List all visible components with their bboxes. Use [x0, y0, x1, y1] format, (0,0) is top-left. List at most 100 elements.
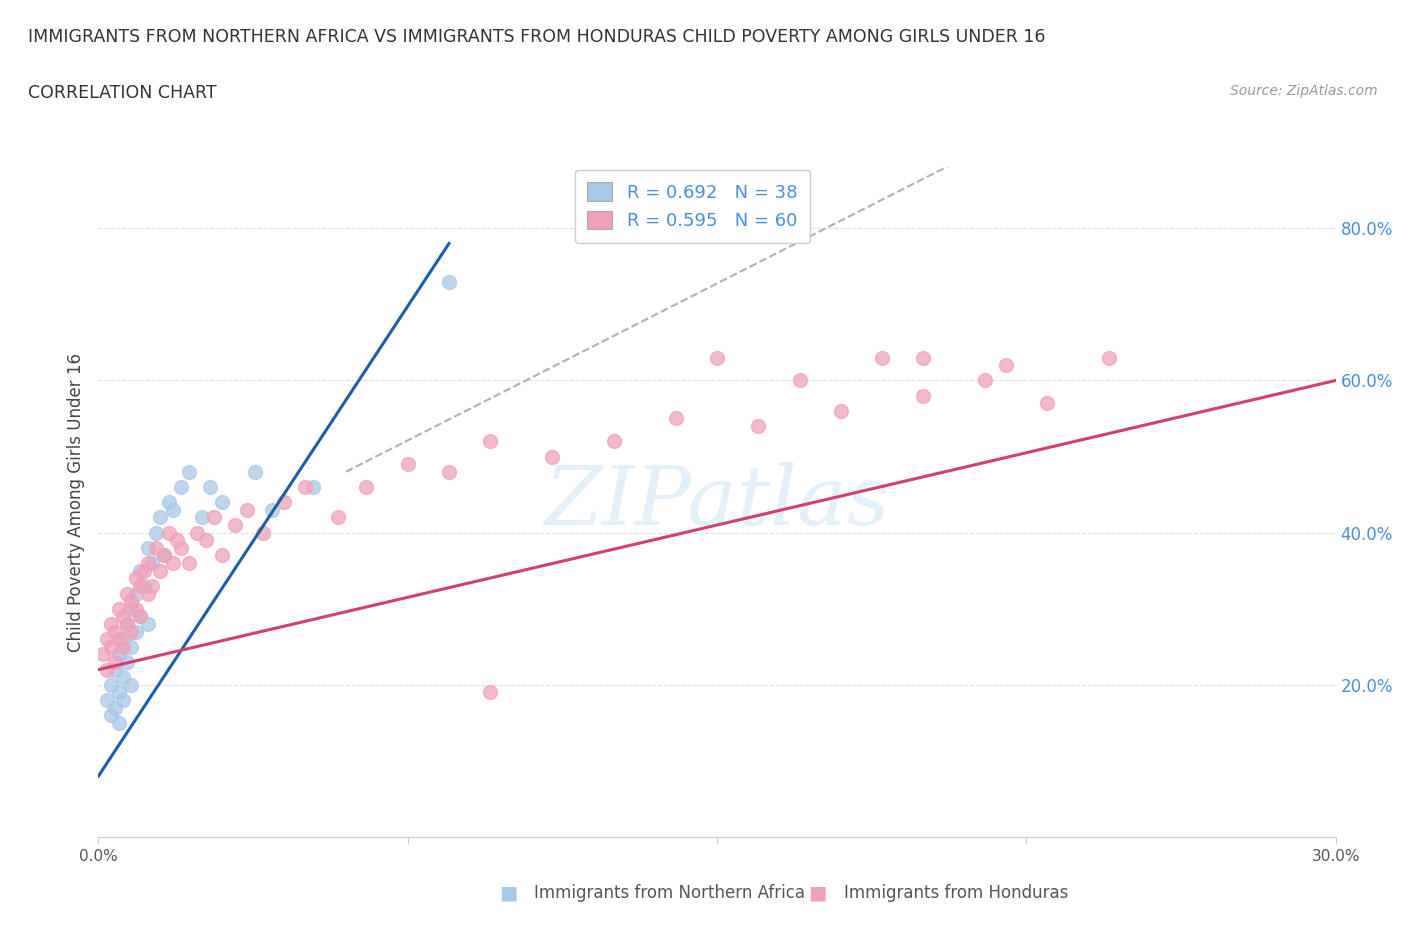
Point — [91, 647, 114, 662]
Point — [100, 708, 122, 723]
Point — [104, 624, 127, 639]
Point — [994, 358, 1017, 373]
Point — [153, 548, 176, 563]
Point — [273, 495, 295, 510]
Point — [100, 639, 122, 654]
Point — [870, 351, 893, 365]
Point — [1098, 351, 1121, 365]
Point — [108, 685, 131, 700]
Point — [117, 617, 139, 631]
Point — [132, 564, 155, 578]
Point — [166, 533, 188, 548]
Point — [104, 662, 127, 677]
Point — [162, 502, 184, 517]
Point — [179, 464, 201, 479]
Text: IMMIGRANTS FROM NORTHERN AFRICA VS IMMIGRANTS FROM HONDURAS CHILD POVERTY AMONG : IMMIGRANTS FROM NORTHERN AFRICA VS IMMIG… — [28, 28, 1046, 46]
Point — [830, 404, 852, 418]
Text: CORRELATION CHART: CORRELATION CHART — [28, 84, 217, 101]
Point — [706, 351, 728, 365]
Point — [108, 631, 131, 646]
Legend: R = 0.692   N = 38, R = 0.595   N = 60: R = 0.692 N = 38, R = 0.595 N = 60 — [575, 170, 810, 243]
Point — [104, 700, 127, 715]
Point — [136, 540, 159, 555]
Point — [124, 586, 146, 601]
Point — [326, 510, 349, 525]
Point — [198, 480, 221, 495]
Text: ■: ■ — [808, 884, 827, 902]
Point — [112, 693, 135, 708]
Point — [194, 533, 217, 548]
Point — [120, 624, 142, 639]
Point — [104, 655, 127, 670]
Point — [117, 655, 139, 670]
Point — [603, 434, 626, 449]
Point — [179, 555, 201, 570]
Point — [211, 495, 233, 510]
Point — [128, 578, 150, 593]
Point — [117, 617, 139, 631]
Point — [112, 670, 135, 684]
Point — [912, 351, 935, 365]
Point — [149, 564, 172, 578]
Point — [108, 715, 131, 730]
Point — [108, 647, 131, 662]
Point — [437, 274, 460, 289]
Text: ■: ■ — [499, 884, 517, 902]
Point — [202, 510, 225, 525]
Point — [1036, 396, 1059, 411]
Point — [243, 464, 266, 479]
Point — [120, 593, 142, 608]
Point — [747, 418, 769, 433]
Point — [211, 548, 233, 563]
Point — [356, 480, 378, 495]
Point — [96, 662, 118, 677]
Point — [437, 464, 460, 479]
Text: ZIPatlas: ZIPatlas — [544, 462, 890, 542]
Point — [236, 502, 259, 517]
Point — [157, 525, 180, 540]
Point — [100, 617, 122, 631]
Point — [100, 677, 122, 692]
Y-axis label: Child Poverty Among Girls Under 16: Child Poverty Among Girls Under 16 — [66, 352, 84, 652]
Point — [145, 525, 167, 540]
Point — [124, 624, 146, 639]
Point — [141, 555, 163, 570]
Point — [149, 510, 172, 525]
Point — [294, 480, 316, 495]
Point — [112, 639, 135, 654]
Point — [124, 602, 146, 617]
Point — [96, 693, 118, 708]
Point — [132, 578, 155, 593]
Point — [479, 434, 502, 449]
Point — [108, 602, 131, 617]
Point — [120, 639, 142, 654]
Point — [112, 609, 135, 624]
Point — [302, 480, 325, 495]
Point — [224, 518, 246, 533]
Point — [136, 555, 159, 570]
Point — [789, 373, 811, 388]
Text: Immigrants from Northern Africa: Immigrants from Northern Africa — [534, 884, 806, 902]
Point — [117, 586, 139, 601]
Point — [128, 609, 150, 624]
Text: Immigrants from Honduras: Immigrants from Honduras — [844, 884, 1069, 902]
Point — [120, 602, 142, 617]
Point — [186, 525, 208, 540]
Point — [136, 586, 159, 601]
Point — [252, 525, 274, 540]
Point — [162, 555, 184, 570]
Point — [124, 571, 146, 586]
Point — [128, 609, 150, 624]
Point — [541, 449, 564, 464]
Point — [128, 564, 150, 578]
Point — [396, 457, 419, 472]
Point — [260, 502, 283, 517]
Point — [974, 373, 997, 388]
Point — [479, 685, 502, 700]
Point — [170, 480, 193, 495]
Point — [112, 631, 135, 646]
Point — [157, 495, 180, 510]
Point — [141, 578, 163, 593]
Point — [120, 677, 142, 692]
Text: Source: ZipAtlas.com: Source: ZipAtlas.com — [1230, 84, 1378, 98]
